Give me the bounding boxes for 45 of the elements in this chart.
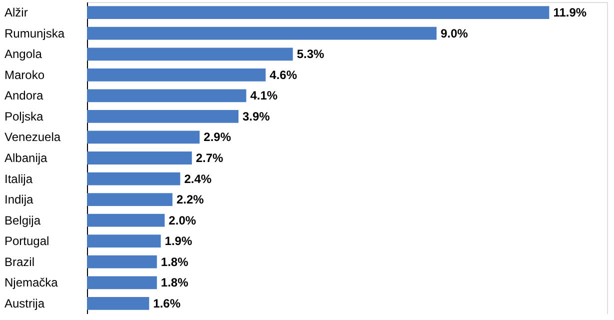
bar — [87, 68, 266, 82]
bar — [87, 48, 293, 61]
y-tick-label: Njemačka — [4, 276, 58, 290]
data-label: 2.9% — [204, 130, 232, 144]
data-label: 2.2% — [176, 192, 204, 207]
y-tick-label: Venezuela — [4, 130, 61, 144]
data-label: 5.3% — [296, 47, 325, 62]
y-tick-label: Austrija — [4, 296, 45, 310]
bar — [87, 234, 161, 248]
data-label: 4.6% — [270, 68, 298, 82]
data-label: 4.1% — [250, 88, 278, 103]
bar — [87, 6, 550, 20]
data-label: 9.0% — [440, 26, 468, 40]
bar — [87, 172, 180, 186]
bar — [87, 255, 157, 268]
y-tick-label: Indija — [4, 192, 34, 207]
y-tick-label: Angola — [4, 47, 42, 62]
bar — [87, 296, 150, 310]
y-tick-label: Andora — [4, 88, 44, 103]
y-tick-label: Rumunjska — [4, 26, 65, 40]
data-label: 11.9% — [553, 6, 587, 20]
y-tick-label: Belgija — [4, 213, 41, 228]
data-label: 2.0% — [168, 213, 196, 228]
bar — [87, 276, 157, 290]
bar — [87, 110, 238, 123]
bar — [87, 26, 437, 40]
bar — [87, 193, 172, 206]
y-tick-label: Alžir — [4, 6, 28, 20]
bar — [87, 152, 192, 164]
y-tick-label: Brazil — [4, 254, 35, 269]
y-tick-label: Albanija — [4, 151, 48, 165]
y-tick-label: Portugal — [4, 234, 50, 248]
bar — [87, 130, 200, 144]
data-label: 3.9% — [242, 109, 270, 124]
data-label: 1.9% — [164, 234, 192, 248]
data-label: 1.8% — [160, 254, 189, 269]
bar — [87, 214, 165, 227]
data-label: 1.6% — [153, 296, 181, 310]
y-tick-label: Maroko — [4, 68, 45, 82]
data-label: 1.8% — [160, 276, 189, 290]
bar — [87, 89, 246, 102]
data-label: 2.7% — [196, 151, 224, 165]
y-tick-label: Poljska — [4, 109, 44, 124]
data-label: 2.4% — [184, 172, 212, 186]
y-tick-label: Italija — [4, 172, 33, 186]
